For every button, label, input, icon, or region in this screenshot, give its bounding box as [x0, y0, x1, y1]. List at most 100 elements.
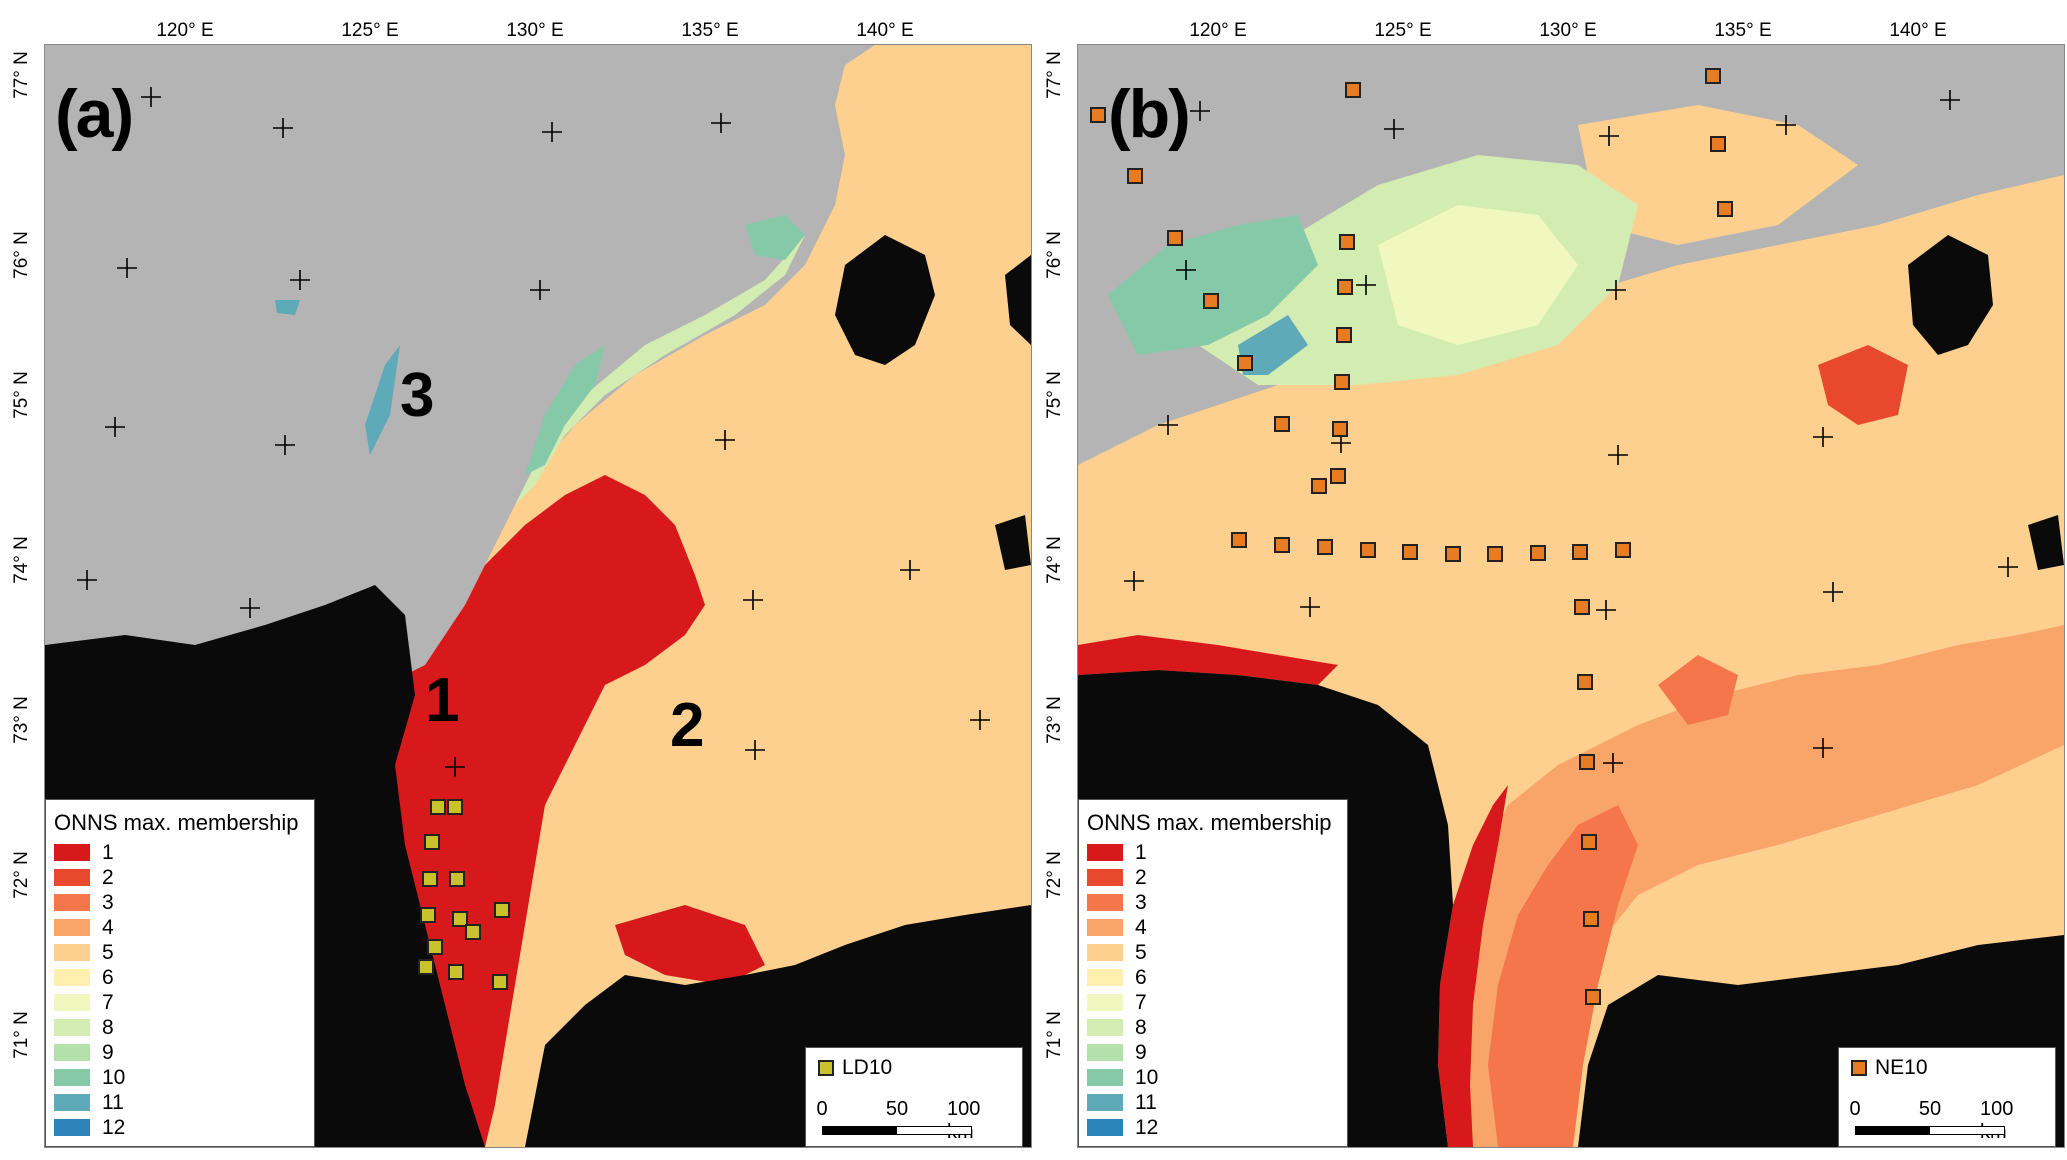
station-marker — [449, 871, 465, 887]
lat-label: 71° N — [11, 1011, 32, 1059]
station-marker — [1274, 416, 1290, 432]
scale-bar — [822, 1126, 972, 1135]
legend-label: 7 — [1135, 990, 1147, 1014]
legend-label: 8 — [102, 1015, 114, 1039]
legend-label: 1 — [102, 840, 114, 864]
class-10-area — [525, 345, 605, 475]
station-marker — [1360, 542, 1376, 558]
land-area — [835, 235, 935, 365]
lon-label: 140° E — [1889, 20, 1947, 41]
lon-label: 120° E — [156, 20, 214, 41]
legend-swatch — [1087, 1069, 1123, 1086]
legend-swatch — [54, 1094, 90, 1111]
legend-label: 3 — [1135, 890, 1147, 914]
station-marker — [1203, 293, 1219, 309]
legend-label: 5 — [1135, 940, 1147, 964]
legend-row: 8 — [54, 1015, 306, 1040]
legend-label: 11 — [1135, 1090, 1157, 1114]
station-marker — [1317, 539, 1333, 555]
station-marker — [492, 974, 508, 990]
station-marker — [1311, 478, 1327, 494]
class-11-area — [275, 300, 300, 315]
station-marker — [1336, 327, 1352, 343]
legend-row: 9 — [1087, 1040, 1339, 1065]
legend-label: 10 — [102, 1065, 126, 1089]
lat-label: 73° N — [1044, 696, 1065, 744]
legend-row: 9 — [54, 1040, 306, 1065]
station-marker — [1332, 421, 1348, 437]
station-marker — [452, 911, 468, 927]
map-canvas — [45, 45, 1031, 1147]
class-5-area — [1578, 105, 1858, 245]
ne10-stations — [1090, 68, 1733, 1005]
station-marker — [424, 834, 440, 850]
scale-tick: 0 — [816, 1098, 828, 1120]
station-marker — [1337, 279, 1353, 295]
station-marker — [494, 902, 510, 918]
legend-swatch — [54, 1019, 90, 1036]
legend-swatch — [1087, 1094, 1123, 1111]
land-area — [995, 515, 1031, 570]
legend-swatch — [54, 1069, 90, 1086]
lon-label: 135° E — [681, 20, 739, 41]
legend-rows: 1 2 3 4 5 6 7 8 9 10 11 12 — [1087, 840, 1339, 1140]
lon-label: 135° E — [1714, 20, 1772, 41]
station-legend-swatch — [1851, 1060, 1867, 1076]
scale-tick: 50 — [885, 1098, 909, 1120]
station-legend-swatch — [818, 1060, 834, 1076]
legend-label: 9 — [102, 1040, 114, 1064]
legend-label: 6 — [102, 965, 114, 989]
lon-label: 130° E — [506, 20, 564, 41]
region-label: 2 — [670, 691, 705, 760]
legend-label: 7 — [102, 990, 114, 1014]
lat-label: 72° N — [11, 851, 32, 899]
lon-label: 130° E — [1539, 20, 1597, 41]
legend-swatch — [1087, 844, 1123, 861]
legend-swatch — [54, 1044, 90, 1061]
scale-box: NE10 0 50 100 km — [1838, 1047, 2056, 1147]
legend-swatch — [1087, 894, 1123, 911]
legend-swatch — [1087, 1044, 1123, 1061]
legend-row: 7 — [1087, 990, 1339, 1015]
scale-box: LD10 0 50 100 km — [805, 1047, 1023, 1147]
land-area — [2028, 515, 2064, 570]
lon-label: 125° E — [341, 20, 399, 41]
legend-row: 8 — [1087, 1015, 1339, 1040]
station-marker — [422, 871, 438, 887]
region-label: 3 — [400, 361, 435, 430]
legend-swatch — [1087, 969, 1123, 986]
station-marker — [1345, 82, 1361, 98]
legend-row: 12 — [54, 1115, 306, 1140]
station-marker — [1717, 201, 1733, 217]
legend-swatch — [1087, 1019, 1123, 1036]
map-panel-a: 120° E 125° E 130° E 135° E 140° E 77° N… — [0, 0, 1033, 1160]
legend-label: 2 — [1135, 865, 1147, 889]
scale-bar — [1855, 1126, 2005, 1135]
lat-label: 72° N — [1044, 851, 1065, 899]
station-marker — [430, 799, 446, 815]
station-marker — [1237, 355, 1253, 371]
lat-label: 73° N — [11, 696, 32, 744]
station-marker — [1127, 168, 1143, 184]
scale-tick: 0 — [1849, 1098, 1861, 1120]
legend-swatch — [1087, 994, 1123, 1011]
land-area — [1005, 255, 1031, 345]
class-7-area — [1378, 205, 1578, 345]
station-marker — [1334, 374, 1350, 390]
legend-label: 1 — [1135, 840, 1147, 864]
lat-label: 76° N — [1044, 231, 1065, 279]
station-marker — [1445, 546, 1461, 562]
lat-label: 76° N — [11, 231, 32, 279]
legend-swatch — [1087, 869, 1123, 886]
station-marker — [1572, 544, 1588, 560]
station-legend-label: LD10 — [842, 1056, 893, 1079]
lat-label: 74° N — [1044, 536, 1065, 584]
legend-row: 6 — [54, 965, 306, 990]
lon-label: 140° E — [856, 20, 914, 41]
legend-row: 10 — [54, 1065, 306, 1090]
class-1-area — [615, 905, 765, 985]
station-marker — [1530, 545, 1546, 561]
class-10-area — [1108, 215, 1318, 355]
class-10-area — [745, 215, 805, 260]
